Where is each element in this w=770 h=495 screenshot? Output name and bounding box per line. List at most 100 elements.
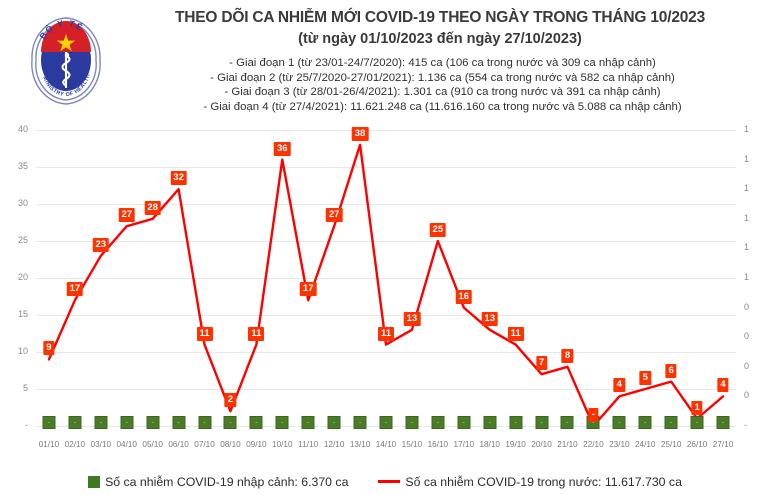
legend-item-domestic: Số ca nhiễm COVID-19 trong nước: 11.617.… (378, 475, 682, 489)
bar: - (509, 416, 523, 429)
gridline (36, 389, 736, 390)
legend-label-domestic: Số ca nhiễm COVID-19 trong nước: 11.617.… (405, 474, 682, 489)
data-label: 4 (717, 378, 729, 393)
x-axis-tick: 12/10 (323, 440, 345, 449)
data-label: 5 (639, 371, 651, 385)
bar: - (146, 416, 160, 429)
x-axis-tick: 01/10 (38, 440, 60, 449)
right-axis-tick: 1 (744, 153, 750, 164)
left-axis-tick: 20 (17, 272, 28, 282)
page-title: THEO DÕI CA NHIỄM MỚI COVID-19 THEO NGÀY… (174, 9, 706, 26)
legend-item-imported: Số ca nhiễm COVID-19 nhập cảnh: 6.370 ca (88, 475, 348, 489)
bar: - (327, 416, 341, 429)
bar: - (198, 416, 212, 429)
right-axis-tick: 0 (744, 390, 750, 401)
bar: - (249, 416, 263, 429)
bar: - (353, 416, 367, 429)
x-axis-tick: 25/10 (660, 440, 682, 449)
bar: - (560, 416, 574, 429)
data-label: 11 (507, 326, 524, 341)
gridline (36, 352, 736, 353)
gridline (36, 130, 736, 131)
data-label: 17 (66, 282, 84, 297)
x-axis-tick: 17/10 (453, 440, 475, 449)
bar: - (120, 416, 134, 429)
data-label: 16 (455, 289, 473, 304)
green-square-icon (88, 475, 101, 488)
x-axis-tick: 23/10 (609, 440, 630, 449)
data-label: 4 (613, 378, 625, 393)
bar: - (716, 416, 730, 429)
right-axis-tick: 0 (744, 360, 750, 371)
left-axis-tick: 5 (22, 383, 28, 393)
right-axis-tick: 1 (744, 272, 750, 282)
x-axis-tick: 16/10 (427, 440, 449, 449)
data-label: 6 (665, 363, 677, 378)
bar: - (690, 416, 704, 429)
x-axis-tick: 18/10 (479, 440, 500, 449)
data-label: 2 (224, 393, 237, 408)
left-axis-tick: - (25, 420, 28, 430)
x-axis-tick: 24/10 (635, 440, 656, 449)
right-axis-tick: 1 (744, 242, 750, 253)
data-label: 11 (377, 326, 395, 341)
x-axis-tick: 05/10 (142, 440, 163, 449)
bar: - (275, 416, 289, 429)
vietnam-ministry-of-health-emblem-icon: BỘ Y TẾ MINISTRY OF HEALTH (26, 12, 106, 110)
page-subtitle: (từ ngày 01/10/2023 đến ngày 27/10/2023) (298, 31, 582, 47)
data-label: 28 (144, 200, 161, 215)
left-axis-tick: 10 (17, 346, 28, 356)
right-axis-tick: 0 (744, 301, 750, 312)
legend-label-imported: Số ca nhiễm COVID-19 nhập cảnh: 6.370 ca (105, 474, 349, 489)
data-label: 27 (118, 208, 136, 223)
x-axis-tick: 19/10 (505, 440, 526, 449)
red-line-icon (378, 480, 401, 483)
x-axis-tick: 04/10 (116, 440, 137, 449)
bar: - (612, 416, 626, 429)
title-block: THEO DÕI CA NHIỄM MỚI COVID-19 THEO NGÀY… (120, 8, 760, 49)
x-axis-tick: 06/10 (168, 440, 189, 449)
x-axis-tick: 07/10 (194, 440, 215, 449)
data-label: 8 (561, 348, 574, 363)
bar: - (68, 416, 82, 429)
bar: - (405, 416, 419, 429)
left-axis-tick: 15 (17, 309, 28, 319)
gridline (36, 204, 736, 205)
data-label: 38 (351, 126, 369, 141)
plot-area (36, 122, 736, 437)
gridline (36, 167, 736, 168)
phase-line-3: - Giai đoạn 3 (từ 28/01-26/4/2021): 1.30… (224, 86, 661, 99)
phase-summary-list: - Giai đoạn 1 (từ 23/01-24/7/2020): 415 … (120, 56, 765, 114)
x-axis-tick: 26/10 (686, 440, 708, 449)
data-label: 11 (248, 326, 265, 341)
bar: - (94, 416, 108, 429)
data-label: 9 (43, 341, 55, 356)
bar: - (457, 416, 471, 429)
phase-line-4: - Giai đoạn 4 (từ 27/4/2021): 11.621.248… (203, 100, 682, 113)
right-axis-tick: 1 (744, 212, 750, 223)
left-axis-tick: 25 (17, 235, 28, 245)
chart-legend: Số ca nhiễm COVID-19 nhập cảnh: 6.370 ca… (0, 468, 770, 495)
x-axis-tick: 03/10 (90, 440, 112, 449)
x-axis-tick: 02/10 (64, 440, 86, 449)
data-label: 17 (299, 282, 317, 297)
x-axis-tick: 20/10 (531, 440, 552, 449)
right-axis-tick: - (744, 420, 747, 430)
x-axis-tick: 22/10 (583, 440, 604, 449)
right-axis-tick: 0 (744, 331, 750, 342)
data-label: 36 (273, 141, 291, 156)
x-axis-tick: 14/10 (375, 440, 397, 449)
gridline (36, 241, 736, 242)
left-axis-tick: 35 (17, 161, 28, 171)
domestic-cases-line (47, 143, 725, 428)
gridline (36, 315, 736, 316)
right-axis-tick: 1 (744, 124, 750, 134)
phase-line-1: - Giai đoạn 1 (từ 23/01-24/7/2020): 415 … (229, 57, 656, 69)
x-axis-tick: 09/10 (246, 440, 267, 449)
bar: - (379, 416, 393, 429)
data-label: 23 (92, 237, 110, 252)
data-label: 1 (691, 400, 703, 415)
x-axis-tick: 15/10 (401, 440, 423, 449)
bar: - (172, 416, 186, 429)
x-axis-tick: 10/10 (272, 440, 293, 449)
